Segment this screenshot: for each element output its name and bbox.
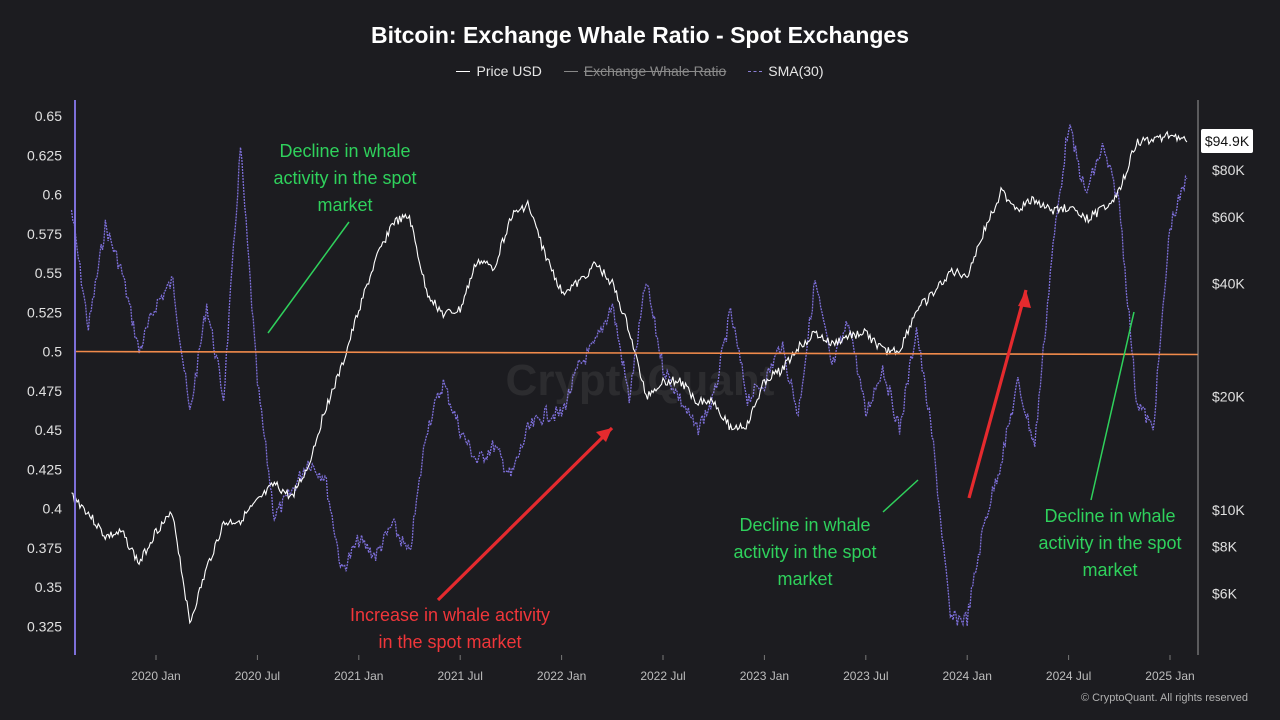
- legend-item-price[interactable]: Price USD: [456, 63, 542, 79]
- x-tick-label: 2020 Jul: [235, 669, 280, 683]
- x-tick-label: 2022 Jul: [640, 669, 685, 683]
- legend-swatch-sma: [748, 70, 763, 72]
- x-tick-label: 2022 Jan: [537, 669, 586, 683]
- legend-label-price: Price USD: [476, 63, 542, 79]
- x-tick-label: 2021 Jul: [438, 669, 483, 683]
- left-tick-label: 0.5: [43, 344, 63, 360]
- x-tick-label: 2024 Jul: [1046, 669, 1091, 683]
- annotation-line: market: [777, 569, 833, 589]
- copyright-text: © CryptoQuant. All rights reserved: [1080, 692, 1248, 704]
- legend-swatch-whale-ratio: [563, 70, 578, 72]
- right-tick-label: $10K: [1212, 502, 1245, 518]
- annotation-line: Decline in whale: [739, 515, 871, 535]
- annotation-pointer-line: [1090, 311, 1135, 501]
- left-tick-label: 0.45: [35, 422, 62, 438]
- right-tick-label: $20K: [1212, 389, 1245, 405]
- left-tick-label: 0.625: [27, 147, 62, 163]
- x-tick-label: 2025 Jan: [1145, 669, 1194, 683]
- annotation-line: Decline in whale: [1044, 506, 1176, 526]
- left-tick-label: 0.375: [27, 540, 62, 556]
- left-tick-label: 0.425: [27, 461, 62, 477]
- annotation-decline-1: Decline in whale activity in the spot ma…: [245, 138, 445, 219]
- series-layer: [70, 124, 1199, 627]
- left-axis: 0.65 0.625 0.6 0.575 0.55 0.525 0.5 0.475 0.45 0.…: [27, 108, 62, 634]
- left-tick-label: 0.35: [35, 579, 62, 595]
- left-tick-label: 0.55: [35, 265, 62, 281]
- sma-series-line: [70, 124, 1188, 627]
- annotation-line: Increase in whale activity: [349, 605, 551, 625]
- left-tick-label: 0.6: [43, 187, 63, 203]
- increase-arrow-head: [596, 428, 612, 442]
- current-price-tag: $94.9K: [1201, 129, 1253, 153]
- legend-label-sma: SMA(30): [768, 63, 824, 79]
- right-tick-label: $60K: [1212, 209, 1245, 225]
- left-tick-label: 0.4: [43, 501, 63, 517]
- legend-swatch-price: [456, 70, 471, 72]
- watermark: CryptoQuant: [506, 356, 775, 405]
- increase-arrow-line: [436, 426, 614, 602]
- annotation-line: Decline in whale: [279, 141, 411, 161]
- increase-arrow-line: [967, 289, 1028, 499]
- right-tick-label: $80K: [1212, 162, 1245, 178]
- left-tick-label: 0.325: [27, 618, 62, 634]
- left-tick-label: 0.65: [35, 108, 62, 124]
- x-axis: 2020 Jan 2020 Jul 2021 Jan 2021 Jul 2022 Jan…: [131, 655, 1195, 683]
- right-tick-label: $6K: [1212, 586, 1238, 602]
- left-tick-label: 0.575: [27, 226, 62, 242]
- x-tick-label: 2023 Jan: [740, 669, 789, 683]
- right-tick-label: $40K: [1212, 275, 1245, 291]
- annotation-line: in the spot market: [378, 632, 522, 652]
- annotation-pointer-line: [267, 221, 350, 334]
- legend-item-sma[interactable]: SMA(30): [748, 63, 824, 79]
- x-tick-label: 2020 Jan: [131, 669, 180, 683]
- annotation-pointer-line: [882, 479, 919, 513]
- legend-label-whale-ratio: Exchange Whale Ratio: [583, 63, 727, 79]
- left-tick-label: 0.525: [27, 304, 62, 320]
- annotation-increase: Increase in whale activity in the spot m…: [310, 602, 590, 656]
- legend-item-whale-ratio[interactable]: Exchange Whale Ratio: [563, 63, 727, 79]
- x-tick-label: 2021 Jan: [334, 669, 383, 683]
- annotation-line: market: [1082, 560, 1138, 580]
- right-axis: $80K $60K $40K $20K $10K $8K $6K: [1212, 162, 1245, 602]
- x-tick-label: 2024 Jan: [943, 669, 992, 683]
- left-tick-label: 0.475: [27, 383, 62, 399]
- x-tick-label: 2023 Jul: [843, 669, 888, 683]
- increase-arrow-head: [1018, 290, 1031, 308]
- annotation-line: market: [317, 195, 373, 215]
- reference-line-0-5: [74, 350, 1199, 356]
- annotation-decline-2: Decline in whale activity in the spot ma…: [705, 512, 905, 593]
- annotation-line: activity in the spot: [1038, 533, 1182, 553]
- right-tick-label: $8K: [1212, 538, 1238, 554]
- annotation-arrows: [267, 221, 1135, 602]
- annotation-line: activity in the spot: [733, 542, 877, 562]
- chart-title: Bitcoin: Exchange Whale Ratio - Spot Exc…: [370, 22, 910, 48]
- annotation-line: activity in the spot: [273, 168, 417, 188]
- price-series-line: [71, 130, 1188, 625]
- annotation-decline-3: Decline in whale activity in the spot ma…: [1010, 503, 1210, 584]
- chart-legend: Price USD Exchange Whale Ratio SMA(30): [0, 63, 1280, 79]
